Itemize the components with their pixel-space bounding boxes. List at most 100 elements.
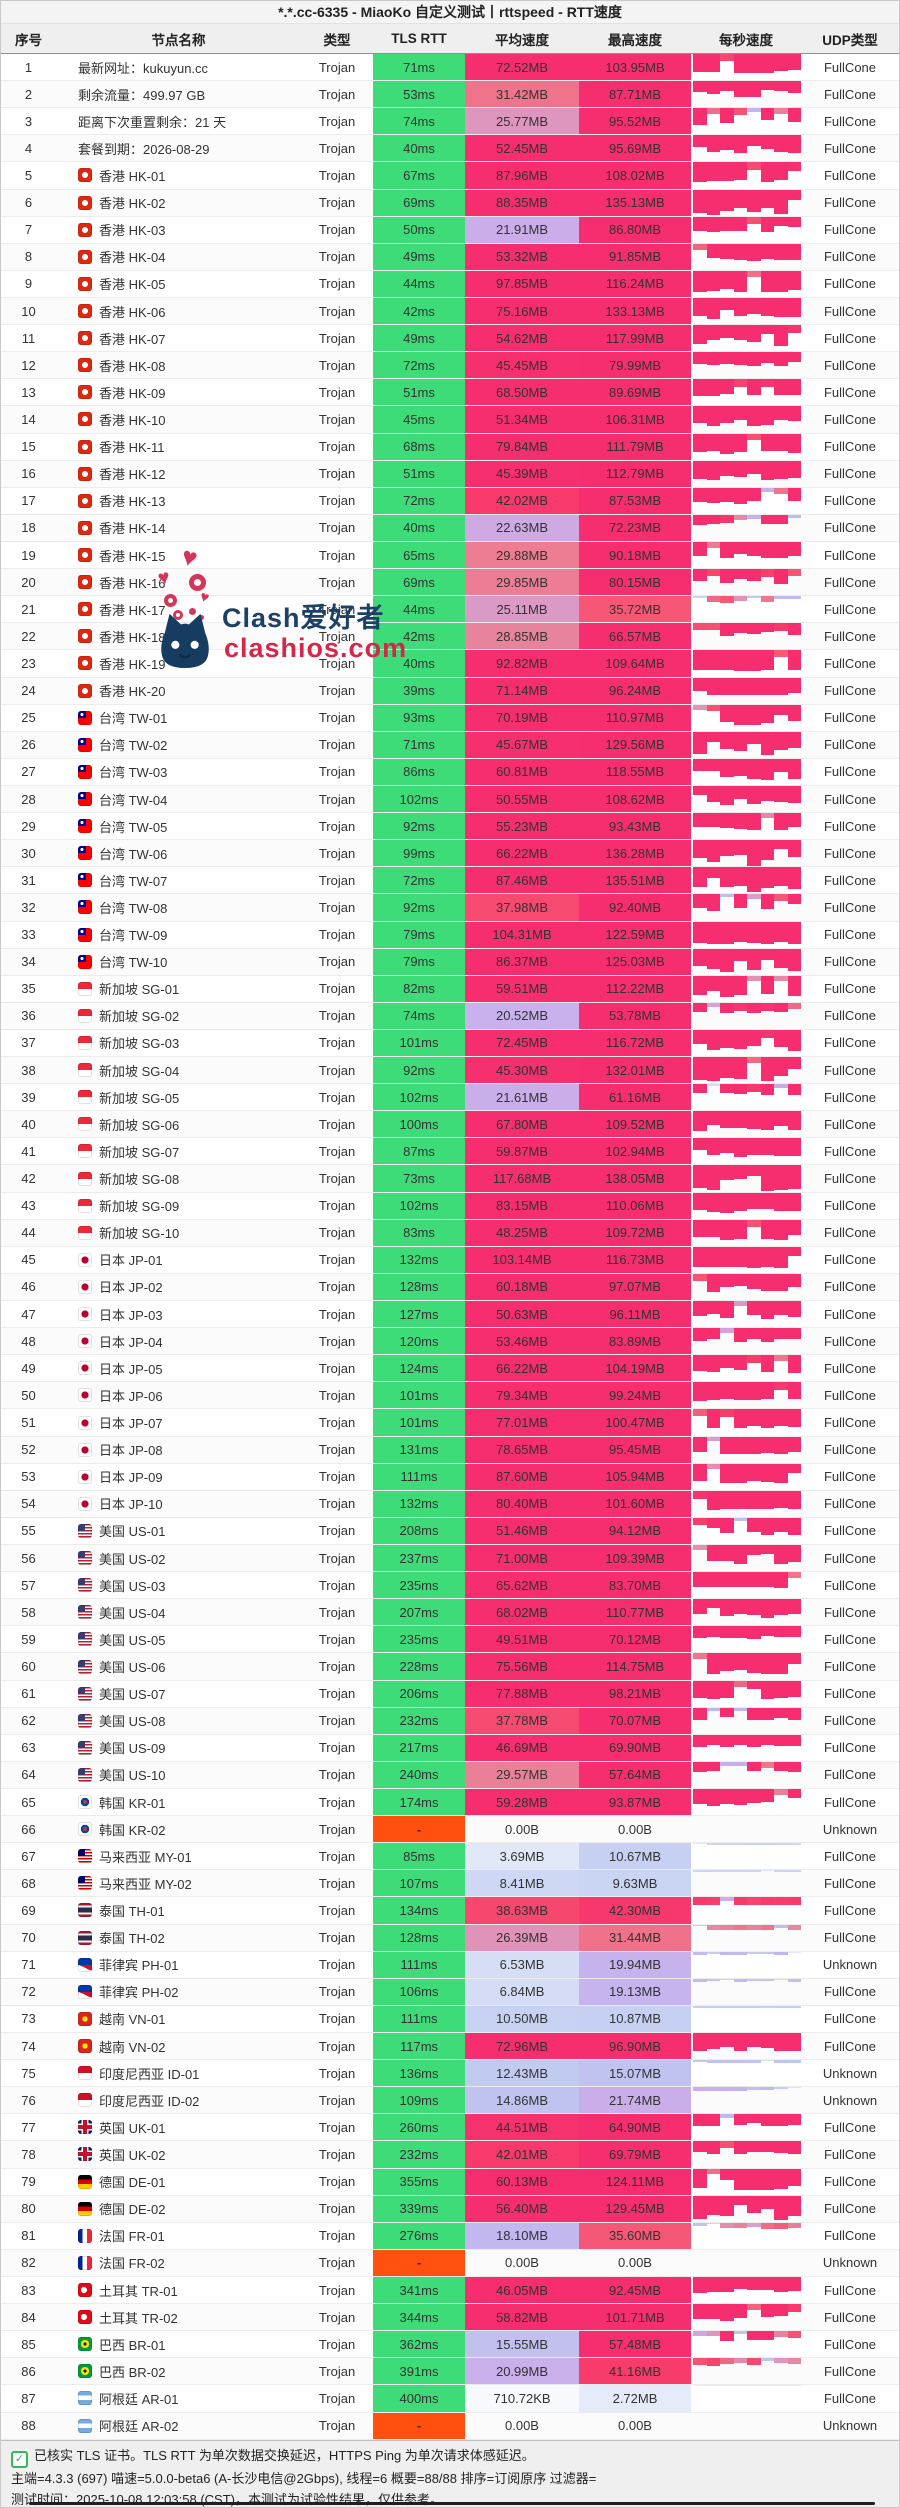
speed-bar [774,541,788,558]
table-row: 62 美国 US-08 Trojan 232ms 37.78MB 70.07MB FullC… [1,1707,899,1735]
node-name: 土耳其 TR-01 [99,2283,178,2299]
node-name: 美国 US-08 [99,1714,166,1730]
node-name: 菲律宾 PH-02 [99,1985,179,2001]
speed-bar [706,2141,720,2155]
speed-bar [787,1463,801,1473]
tls-rtt-cell: 74ms [373,108,465,135]
max-speed-cell: 103.95MB [579,54,691,81]
speed-bar [760,1382,774,1399]
speed-bars-chart [691,541,801,568]
node-name-cell: 距离下次重置剩余：21 天 [56,108,301,134]
speed-bar [733,1517,747,1521]
speed-bar [747,1355,761,1363]
speed-bar [774,596,788,600]
tls-rtt-cell: 109ms [373,2087,465,2114]
speed-bar [720,81,734,92]
udp-type: FullCone [823,1252,877,1268]
speed-bar [706,1572,720,1588]
speed-bar [693,2358,707,2366]
node-name: 美国 US-06 [99,1660,166,1675]
speed-bar [706,2168,720,2175]
row-index: 22 [21,628,36,644]
speed-bar [787,623,801,636]
max-speed-cell: 92.40MB [579,894,691,921]
speed-bar [787,270,801,291]
speed-bar [747,785,761,805]
speed-bar [706,1517,720,1528]
tls-rtt-cell: 67ms [373,162,465,189]
max-speed-cell: 108.62MB [579,785,691,813]
speed-bar [733,1219,747,1240]
avg-speed-cell: 59.51MB [465,975,579,1002]
id-flag-icon [78,2066,92,2081]
speed-bar [693,1843,707,1844]
max-speed-cell: 91.85MB [579,243,691,270]
table-row: 17 香港 HK-13 Trojan 72ms 42.02MB 87.53MB FullCo… [1,487,899,515]
speed-bar [787,243,801,261]
speed-bar [774,1490,788,1509]
speed-bar [760,2141,774,2152]
speed-bar [733,2141,747,2154]
speed-bar [733,243,747,261]
speed-bars-chart [691,2060,801,2086]
speed-bars-chart [691,81,801,107]
speed-bar [787,2141,801,2154]
node-type: Trojan [318,791,356,807]
speed-bar [706,1680,720,1699]
speed-bar [706,1978,720,1982]
row-index: 45 [21,1252,36,1268]
row-index: 48 [21,1333,36,1349]
udp-type: FullCone [823,1198,877,1214]
speed-bar [720,1138,734,1154]
speed-bar [693,1789,707,1805]
speed-bar [787,921,801,945]
speed-bar [760,1626,774,1637]
speed-bar [787,758,801,780]
speed-bars-chart [691,1246,801,1273]
udp-type: FullCone [823,140,877,156]
speed-bar [693,54,707,72]
speed-bars-chart [691,867,801,893]
speed-bar [787,2195,801,2216]
speed-bar [720,677,734,695]
node-table-body: 1 最新网址：kukuyun.cc Trojan 71ms 72.52MB 103.95M… [1,54,899,2440]
row-index: 27 [21,764,36,780]
node-name-cell: 美国 US-03 [56,1572,301,1598]
tls-rtt-cell: 208ms [373,1517,465,1545]
udp-type: FullCone [823,249,877,265]
speed-bars-chart [691,1409,801,1435]
node-name-cell: 新加坡 SG-05 [56,1084,301,1110]
avg-speed-cell: 72.52MB [465,54,579,81]
row-index: 63 [21,1740,36,1756]
max-speed-cell: 135.51MB [579,867,691,894]
max-speed-cell: 87.71MB [579,81,691,108]
udp-type: FullCone [823,981,877,997]
node-name: 台湾 TW-09 [99,928,168,944]
table-row: 57 美国 US-03 Trojan 235ms 65.62MB 83.70MB FullC… [1,1572,899,1600]
speed-bar [733,1355,747,1370]
node-name: 距离下次重置剩余：21 天 [78,114,227,130]
speed-bar [760,1680,774,1699]
udp-type: FullCone [823,954,877,970]
table-row: 9 香港 HK-05 Trojan 44ms 97.85MB 116.24MB FullCo… [1,270,899,298]
speed-bar [720,325,734,339]
node-name: 香港 HK-11 [99,440,165,456]
udp-type: FullCone [823,1794,877,1810]
row-index: 34 [21,954,36,970]
speed-bar [693,921,707,944]
speed-bar [733,297,747,317]
tw-flag-icon [78,819,92,834]
row-index: 42 [21,1171,36,1187]
table-row: 39 新加坡 SG-05 Trojan 102ms 21.61MB 61.16MB Full… [1,1084,899,1112]
udp-type: FullCone [823,1930,877,1946]
table-row: 38 新加坡 SG-04 Trojan 92ms 45.30MB 132.01MB Full… [1,1057,899,1085]
avg-speed-cell: 67.80MB [465,1111,579,1138]
column-header-max-speed: 最高速度 [608,32,662,48]
speed-bar [706,108,720,115]
speed-bar [706,1951,720,1954]
speed-bar [774,162,788,181]
speed-bars-chart [691,1517,801,1544]
speed-bar [787,1951,801,1953]
avg-speed-cell: 14.86MB [465,2087,579,2114]
tls-rtt-cell: 131ms [373,1436,465,1463]
